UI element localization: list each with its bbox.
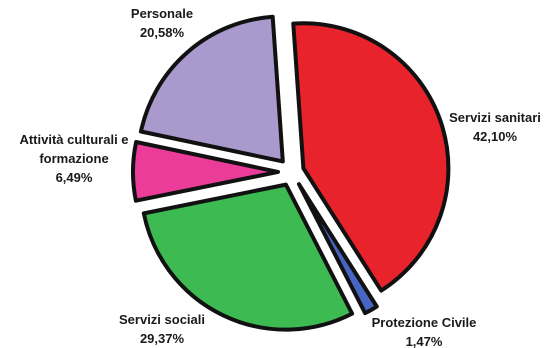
slice-servizi-sociali [141, 182, 355, 332]
label-protezione-civile: Protezione Civile 1,47% [372, 315, 477, 348]
label-value: 6,49% [56, 170, 93, 185]
label-name-line: Personale [131, 6, 193, 21]
label-personale: Personale 20,58% [131, 6, 193, 40]
label-value: 20,58% [140, 25, 185, 40]
slice-protezione-civile [296, 182, 379, 316]
label-name-line: Protezione Civile [372, 315, 477, 330]
label-attivita-culturali: Attività culturali e formazione 6,49% [19, 132, 128, 185]
label-value: 29,37% [140, 331, 185, 346]
label-value: 42,10% [473, 129, 518, 144]
label-name-line: Servizi sanitari [449, 110, 541, 125]
pie-labels: Servizi sanitari 42,10% Protezione Civile 1… [19, 6, 540, 348]
label-name-line: Servizi sociali [119, 312, 205, 327]
label-servizi-sociali: Servizi sociali 29,37% [119, 312, 205, 346]
slice-personale [138, 14, 285, 164]
slice-servizi-sanitari [291, 21, 451, 293]
slice-attivita-culturali [131, 139, 280, 203]
label-name-line: Attività culturali e [19, 132, 128, 147]
label-value: 1,47% [406, 334, 443, 348]
label-servizi-sanitari: Servizi sanitari 42,10% [449, 110, 541, 144]
pie-slices [131, 14, 451, 332]
label-name-line: formazione [39, 151, 108, 166]
